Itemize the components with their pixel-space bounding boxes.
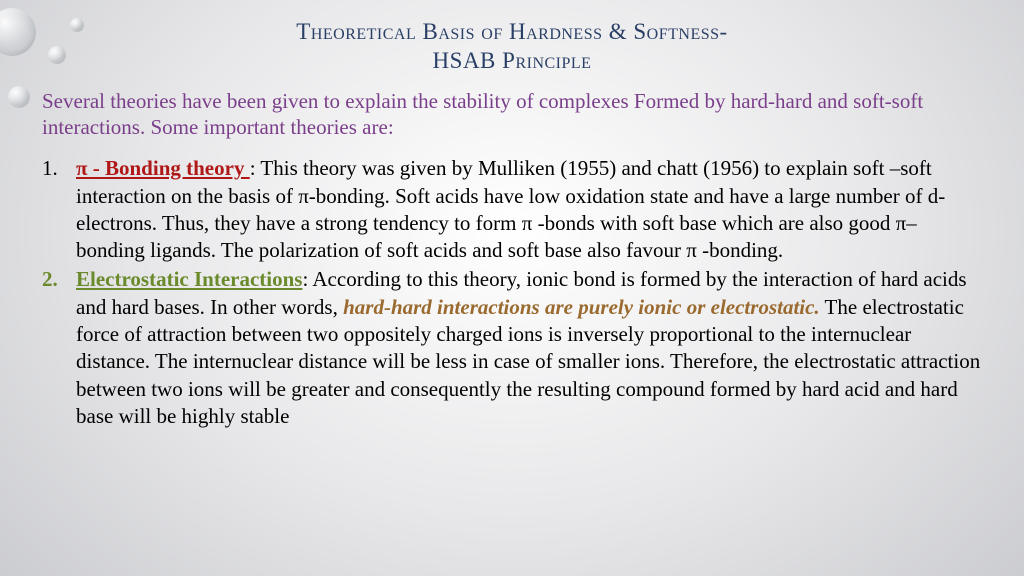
list-item-2: 2. Electrostatic Interactions: According…: [42, 266, 982, 430]
slide-title: Theoretical Basis of Hardness & Softness…: [42, 18, 982, 76]
list-number-2: 2.: [42, 266, 76, 430]
list-number-1: 1.: [42, 155, 76, 264]
hard-hard-emphasis: hard-hard interactions are purely ionic …: [343, 295, 820, 319]
intro-text: Several theories have been given to expl…: [42, 88, 982, 142]
pi-bonding-heading: π - Bonding theory: [76, 156, 250, 180]
title-line2: HSAB Principle: [433, 48, 592, 73]
bubble-decor: [70, 18, 84, 32]
list-item-1: 1. π - Bonding theory : This theory was …: [42, 155, 982, 264]
bubble-decor: [0, 8, 36, 56]
electrostatic-heading: Electrostatic Interactions: [76, 267, 302, 291]
bubble-decor: [8, 86, 30, 108]
list-content-1: π - Bonding theory : This theory was giv…: [76, 155, 982, 264]
bubble-decor: [48, 46, 66, 64]
title-line1: Theoretical Basis of Hardness & Softness…: [296, 19, 727, 44]
list-content-2: Electrostatic Interactions: According to…: [76, 266, 982, 430]
body-content: 1. π - Bonding theory : This theory was …: [42, 155, 982, 430]
